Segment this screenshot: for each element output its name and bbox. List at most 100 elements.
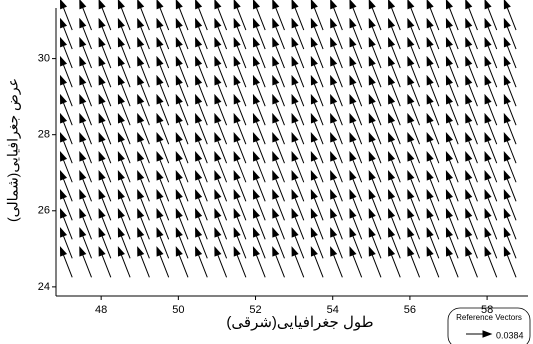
arrow xyxy=(59,112,73,145)
arrow xyxy=(388,36,401,69)
arrow xyxy=(465,55,478,88)
arrow xyxy=(252,17,266,50)
y-axis-label: عرض جغرافیایی(شمالی) xyxy=(5,78,22,222)
arrow xyxy=(98,208,112,240)
arrow xyxy=(484,74,498,107)
arrow xyxy=(156,189,170,221)
arrow xyxy=(465,0,478,31)
arrow xyxy=(98,227,112,259)
arrow xyxy=(310,36,324,69)
arrow xyxy=(368,246,382,278)
arrow xyxy=(310,17,324,50)
arrow xyxy=(484,0,498,31)
arrow xyxy=(349,36,363,69)
arrow xyxy=(272,208,285,240)
arrow xyxy=(59,131,73,164)
arrow xyxy=(330,0,343,31)
arrow xyxy=(465,246,478,278)
arrow xyxy=(465,227,478,259)
arrow xyxy=(330,169,343,202)
arrow xyxy=(175,17,189,50)
arrow xyxy=(137,0,150,31)
arrow xyxy=(214,74,228,107)
arrow xyxy=(426,169,440,202)
arrow xyxy=(214,112,228,145)
arrow xyxy=(407,0,421,31)
arrow xyxy=(137,227,150,259)
arrow xyxy=(156,208,170,240)
arrow xyxy=(98,55,112,88)
arrow xyxy=(137,112,150,145)
arrow xyxy=(175,189,189,221)
arrow xyxy=(79,227,92,259)
arrow xyxy=(195,36,208,69)
arrow xyxy=(79,74,92,107)
x-tick-label: 58 xyxy=(481,304,493,316)
arrow xyxy=(79,169,92,202)
arrow xyxy=(349,17,363,50)
arrow xyxy=(445,36,459,69)
arrow xyxy=(214,55,228,88)
arrow xyxy=(175,0,189,31)
arrow xyxy=(272,227,285,259)
reference-arrow xyxy=(466,330,493,338)
arrow xyxy=(349,227,363,259)
arrow xyxy=(156,55,170,88)
arrow xyxy=(59,0,73,31)
arrow xyxy=(484,169,498,202)
arrow xyxy=(291,36,305,69)
arrow xyxy=(503,227,517,259)
arrow xyxy=(195,0,208,31)
arrow xyxy=(388,17,401,50)
arrow xyxy=(310,246,324,278)
arrow xyxy=(407,74,421,107)
arrow xyxy=(465,74,478,107)
arrow xyxy=(465,150,478,183)
arrow xyxy=(310,150,324,183)
arrow xyxy=(407,208,421,240)
arrow xyxy=(445,74,459,107)
arrow xyxy=(407,189,421,221)
arrow xyxy=(79,0,92,31)
arrow xyxy=(407,246,421,278)
arrow xyxy=(426,0,440,31)
arrow xyxy=(310,131,324,164)
arrow xyxy=(368,189,382,221)
arrow xyxy=(484,17,498,50)
arrow xyxy=(59,17,73,50)
arrow xyxy=(79,55,92,88)
arrow xyxy=(252,0,266,31)
arrow xyxy=(503,169,517,202)
arrow xyxy=(330,246,343,278)
arrow xyxy=(233,246,247,278)
arrow xyxy=(407,93,421,126)
arrow xyxy=(503,17,517,50)
arrow xyxy=(272,55,285,88)
arrow xyxy=(291,189,305,221)
arrow xyxy=(214,36,228,69)
arrow xyxy=(407,55,421,88)
arrow xyxy=(117,112,131,145)
arrow xyxy=(330,131,343,164)
arrow xyxy=(484,55,498,88)
arrow xyxy=(98,93,112,126)
arrow xyxy=(330,17,343,50)
arrow xyxy=(214,227,228,259)
arrow xyxy=(368,227,382,259)
arrow xyxy=(137,169,150,202)
arrow xyxy=(503,246,517,278)
arrow xyxy=(79,112,92,145)
arrow xyxy=(465,208,478,240)
arrow xyxy=(59,55,73,88)
y-tick-label: 26 xyxy=(38,205,50,217)
arrow xyxy=(156,17,170,50)
arrow xyxy=(330,208,343,240)
arrow xyxy=(349,246,363,278)
arrow xyxy=(175,246,189,278)
arrow xyxy=(465,189,478,221)
arrow xyxy=(310,55,324,88)
arrow xyxy=(79,131,92,164)
arrow xyxy=(330,112,343,145)
arrow xyxy=(503,208,517,240)
